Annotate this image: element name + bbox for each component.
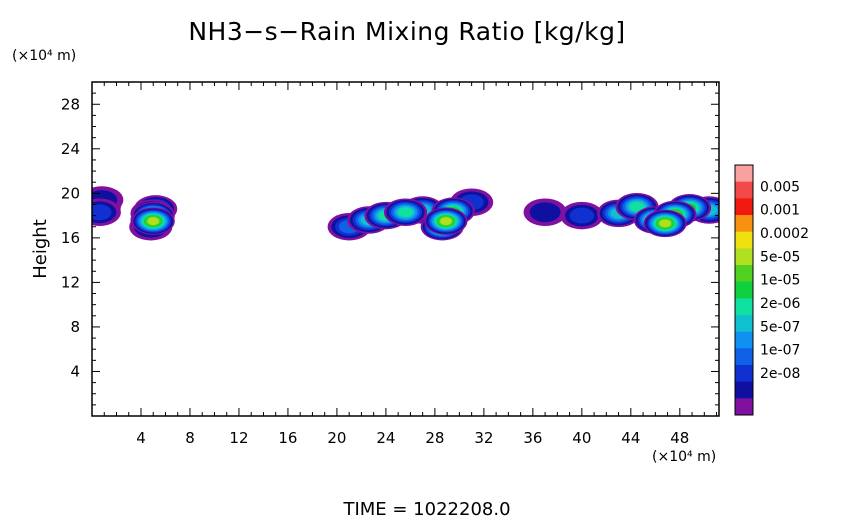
colorbar-swatch — [735, 232, 753, 249]
colorbar-swatch — [735, 365, 753, 382]
y-axis-label: Height — [30, 219, 51, 279]
contour-region — [147, 217, 159, 225]
y-unit-label: (×10⁴ m) — [12, 48, 76, 64]
chart: NH3−s−Rain Mixing Ratio [kg/kg] (×10⁴ m)… — [0, 0, 854, 519]
colorbar-label: 0.001 — [760, 203, 800, 219]
colorbar-label: 0.0002 — [760, 226, 809, 242]
x-tick-label: 24 — [376, 429, 395, 447]
y-tick-label: 24 — [61, 140, 80, 158]
colorbar-swatch — [735, 198, 753, 215]
colorbar-swatch — [735, 298, 753, 315]
colorbar-label: 5e-07 — [760, 319, 800, 335]
colorbar-swatch — [735, 248, 753, 265]
contour-region — [87, 204, 112, 220]
x-tick-label: 16 — [278, 429, 297, 447]
y-tick-label: 28 — [61, 95, 80, 113]
colorbar-label: 0.005 — [760, 179, 800, 195]
colorbar-swatch — [735, 282, 753, 299]
colorbar-swatch — [735, 265, 753, 282]
colorbar — [735, 165, 753, 415]
y-tick-label: 20 — [61, 184, 80, 202]
contour-region — [570, 208, 595, 224]
x-tick-label: 48 — [670, 429, 689, 447]
x-tick-label: 32 — [474, 429, 493, 447]
contour-region — [659, 219, 671, 227]
y-tick-label: 4 — [70, 362, 80, 380]
x-tick-label: 28 — [425, 429, 444, 447]
contour-layer — [78, 186, 731, 240]
axis-ticks — [92, 82, 719, 416]
x-unit-label: (×10⁴ m) — [652, 449, 716, 465]
x-tick-label: 40 — [572, 429, 591, 447]
colorbar-swatch — [735, 348, 753, 365]
colorbar-swatch — [735, 165, 753, 182]
colorbar-swatch — [735, 315, 753, 332]
colorbar-label: 2e-08 — [760, 366, 800, 382]
y-tick-label: 12 — [61, 273, 80, 291]
contour-region — [440, 217, 452, 225]
colorbar-swatch — [735, 182, 753, 199]
colorbar-label: 5e-05 — [760, 249, 800, 265]
time-label: TIME = 1022208.0 — [342, 499, 510, 519]
y-tick-labels: 4 8 12 16 20 24 28 — [61, 95, 80, 380]
colorbar-swatch — [735, 215, 753, 232]
x-tick-label: 20 — [327, 429, 346, 447]
colorbar-swatch — [735, 332, 753, 349]
y-tick-label: 16 — [61, 229, 80, 247]
colorbar-label: 1e-05 — [760, 273, 800, 289]
contour-region — [398, 207, 413, 217]
x-tick-labels: 4 8 12 16 20 24 28 32 36 40 44 48 — [136, 429, 689, 447]
colorbar-swatch — [735, 398, 753, 415]
plot-frame — [92, 82, 719, 416]
colorbar-label: 2e-06 — [760, 296, 800, 312]
colorbar-swatch — [735, 382, 753, 399]
x-tick-label: 44 — [621, 429, 640, 447]
colorbar-labels: 0.005 0.001 0.0002 5e-05 1e-05 2e-06 5e-07 1e-0… — [760, 179, 809, 382]
y-tick-label: 8 — [70, 318, 80, 336]
x-tick-label: 36 — [523, 429, 542, 447]
colorbar-label: 1e-07 — [760, 343, 800, 359]
x-tick-label: 8 — [185, 429, 195, 447]
x-tick-label: 4 — [136, 429, 146, 447]
x-tick-label: 12 — [229, 429, 248, 447]
chart-title: NH3−s−Rain Mixing Ratio [kg/kg] — [188, 17, 625, 46]
contour-region — [530, 202, 561, 222]
